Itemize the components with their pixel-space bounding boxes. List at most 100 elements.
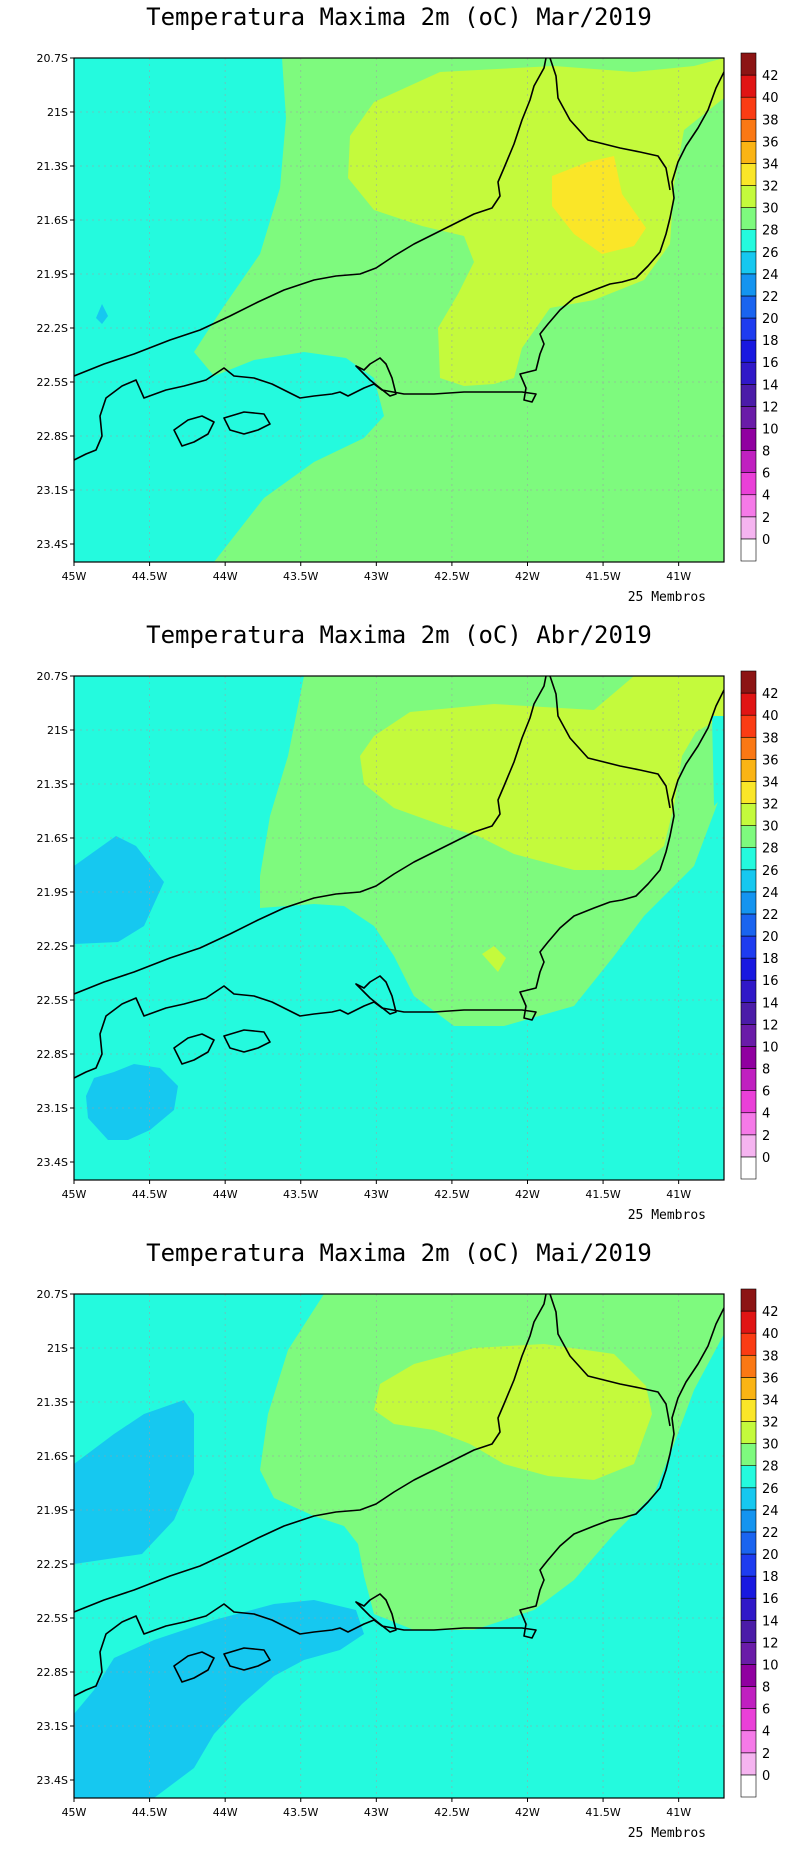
colorbar-swatch — [740, 472, 757, 496]
colorbar-swatch — [740, 1354, 757, 1378]
colorbar-swatch — [740, 1068, 757, 1091]
colorbar-swatch — [740, 1620, 757, 1643]
colorbar-swatch — [740, 1487, 757, 1511]
colorbar-swatch — [740, 295, 757, 319]
lat-tick-label: 22.2S — [37, 940, 68, 953]
lat-tick-label: 23.1S — [37, 1720, 68, 1733]
contour-region — [374, 1344, 652, 1480]
colorbar-swatch — [740, 847, 757, 871]
colorbar-label: 36 — [762, 1371, 779, 1386]
map-panel: Temperatura Maxima 2m (oC) Abr/2019 20.7S… — [0, 618, 800, 1236]
lat-tick-label: 22.8S — [37, 1048, 68, 1061]
colorbar-label: 10 — [762, 422, 779, 437]
colorbar-label: 12 — [762, 1636, 779, 1651]
colorbar-label: 10 — [762, 1040, 779, 1055]
lon-tick-label: 42.5W — [434, 1188, 469, 1201]
lon-tick-label: 43W — [364, 1806, 389, 1819]
lon-tick-label: 42.5W — [434, 1806, 469, 1819]
lon-tick-label: 43.5W — [283, 1188, 318, 1201]
lat-tick-label: 21S — [47, 1342, 68, 1355]
colorbar-label: 12 — [762, 1018, 779, 1033]
colorbar-label: 8 — [762, 445, 770, 460]
colorbar-swatch — [740, 1752, 757, 1776]
lat-tick-label: 20.7S — [37, 670, 68, 683]
colorbar-swatch — [740, 714, 757, 738]
colorbar-swatch — [740, 1377, 757, 1400]
lat-tick-label: 22.5S — [37, 376, 68, 389]
colorbar-swatch — [740, 913, 757, 937]
colorbar-label: 40 — [762, 709, 779, 724]
colorbar-label: 42 — [762, 687, 779, 702]
colorbar-label: 24 — [762, 886, 779, 901]
map-frame — [73, 1293, 725, 1799]
colorbar-label: 18 — [762, 952, 779, 967]
colorbar-label: 26 — [762, 1482, 779, 1497]
colorbar-label: 18 — [762, 1570, 779, 1585]
colorbar-label: 0 — [762, 1151, 770, 1166]
colorbar-label: 32 — [762, 798, 779, 813]
colorbar-swatch — [740, 1664, 757, 1687]
colorbar-swatch — [740, 1708, 757, 1732]
map-panel: Temperatura Maxima 2m (oC) Mar/2019 20.7S… — [0, 0, 800, 618]
colorbar-label: 36 — [762, 135, 779, 150]
colorbar-label: 16 — [762, 1592, 779, 1607]
coastline — [74, 689, 724, 1079]
colorbar-swatch — [740, 229, 757, 253]
colorbar-swatch — [740, 384, 757, 407]
colorbar-swatch — [740, 869, 757, 893]
colorbar-swatch — [740, 317, 757, 341]
colorbar-swatch — [740, 1575, 757, 1599]
colorbar-label: 14 — [762, 1614, 779, 1629]
lon-tick-label: 43.5W — [283, 1806, 318, 1819]
lon-tick-label: 45W — [62, 1188, 87, 1201]
colorbar-label: 24 — [762, 1504, 779, 1519]
colorbar-label: 24 — [762, 268, 779, 283]
colorbar-swatch — [740, 781, 757, 804]
lat-tick-label: 23.4S — [37, 1156, 68, 1169]
colorbar-swatch — [740, 118, 757, 142]
colorbar-label: 26 — [762, 246, 779, 261]
colorbar-label: 2 — [762, 1129, 770, 1144]
colorbar-swatch — [740, 1774, 757, 1798]
state-border — [74, 676, 671, 995]
colorbar-label: 14 — [762, 378, 779, 393]
lat-tick-label: 23.1S — [37, 1102, 68, 1115]
colorbar-label: 32 — [762, 180, 779, 195]
colorbar-label: 20 — [762, 312, 779, 327]
colorbar-swatch — [740, 1553, 757, 1577]
colorbar-label: 34 — [762, 157, 779, 172]
colorbar-swatch — [740, 428, 757, 451]
colorbar-label: 4 — [762, 1725, 770, 1740]
colorbar-swatch — [740, 670, 757, 694]
colorbar-label: 8 — [762, 1681, 770, 1696]
lat-tick-label: 22.8S — [37, 1666, 68, 1679]
contour-region — [86, 1064, 178, 1140]
coastline — [74, 71, 724, 461]
colorbar-label: 30 — [762, 820, 779, 835]
colorbar-swatch — [740, 516, 757, 540]
lat-tick-label: 21.6S — [37, 832, 68, 845]
lon-tick-label: 44W — [213, 1188, 238, 1201]
lon-tick-label: 44.5W — [132, 1188, 167, 1201]
colorbar-swatch — [740, 957, 757, 981]
colorbar-label: 30 — [762, 202, 779, 217]
colorbar-swatch — [740, 1421, 757, 1444]
colorbar-label: 6 — [762, 467, 770, 482]
colorbar-swatch — [740, 74, 757, 98]
colorbar-label: 0 — [762, 1769, 770, 1784]
colorbar-swatch — [740, 96, 757, 120]
lon-tick-label: 42W — [515, 1806, 540, 1819]
colorbar-label: 38 — [762, 113, 779, 128]
colorbar-swatch — [740, 1531, 757, 1555]
colorbar-swatch — [740, 406, 757, 429]
lat-tick-label: 21S — [47, 106, 68, 119]
colorbar-swatch — [740, 1399, 757, 1422]
contour-region — [482, 946, 506, 972]
lon-tick-label: 41W — [666, 570, 691, 583]
colorbar-swatch — [740, 1509, 757, 1533]
bay-islands — [173, 975, 397, 1065]
colorbar-swatch — [740, 759, 757, 782]
lon-tick-label: 41W — [666, 1806, 691, 1819]
colorbar-label: 40 — [762, 1327, 779, 1342]
colorbar-label: 30 — [762, 1438, 779, 1453]
